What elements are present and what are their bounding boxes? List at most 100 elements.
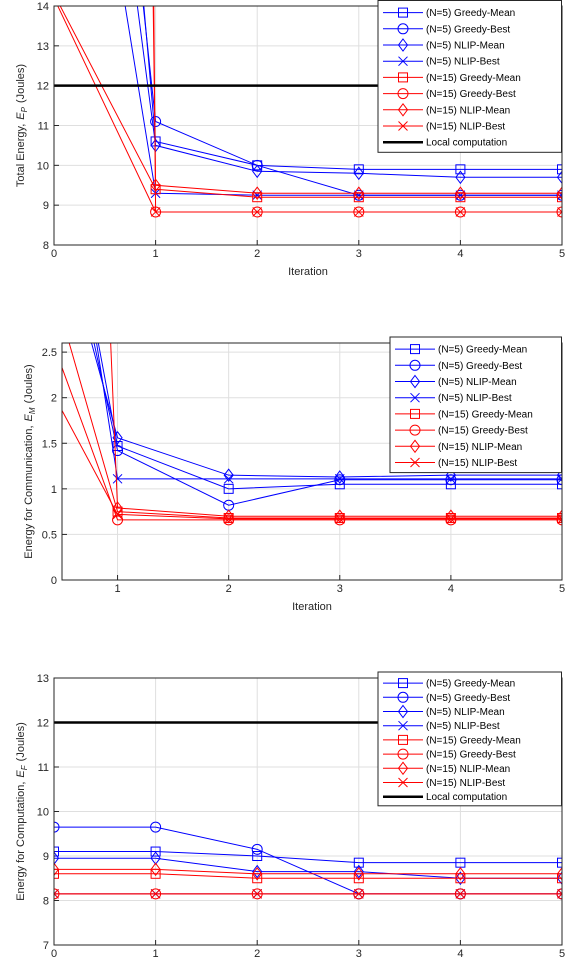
marker: [557, 473, 562, 484]
y-axis-label-symbol: E: [23, 413, 35, 421]
legend-label: (N=15) NLIP-Mean: [426, 105, 510, 116]
marker: [455, 866, 466, 881]
axes-box: [53, 677, 563, 946]
marker: [455, 888, 466, 899]
marker: [334, 470, 345, 484]
y-tick-label: 12: [37, 718, 49, 730]
legend: (N=5) Greedy-Mean (N=5) Greedy-Best (N=5) …: [389, 336, 562, 474]
legend-label: (N=15) NLIP-Mean: [426, 764, 510, 775]
marker: [557, 207, 562, 217]
marker: [252, 864, 263, 879]
marker: [455, 170, 466, 185]
series-line: [54, 851, 562, 864]
marker: [54, 862, 60, 877]
legend-marker: [397, 748, 409, 760]
y-tick-label: 8: [43, 896, 49, 908]
legend-marker: [398, 72, 408, 83]
legend-marker: [397, 761, 409, 776]
legend-label: (N=5) NLIP-Mean: [426, 41, 505, 52]
legend-marker: [398, 777, 408, 788]
marker: [252, 192, 263, 203]
marker: [223, 468, 234, 483]
marker: [334, 514, 345, 524]
marker: [556, 170, 562, 185]
x-axis-label: Iteration: [292, 601, 332, 613]
x-tick-label: 5: [559, 583, 565, 595]
marker: [556, 474, 562, 486]
legend: (N=5) Greedy-Mean (N=5) Greedy-Best (N=5) …: [377, 0, 562, 153]
marker: [353, 888, 364, 899]
marker: [150, 846, 161, 857]
legend-marker: [397, 102, 409, 117]
marker: [2, 302, 11, 311]
marker: [2, 120, 11, 129]
marker: [334, 514, 346, 526]
marker: [150, 136, 161, 147]
marker: [556, 186, 562, 201]
marker: [557, 192, 562, 203]
y-axis-label-symbol: E: [15, 112, 27, 120]
y-tick-label: 10: [37, 807, 49, 819]
y-axis-label-text: Energy for Computation,: [15, 782, 27, 901]
marker: [252, 164, 263, 179]
x-tick-label: 3: [356, 248, 362, 260]
marker: [252, 207, 263, 217]
y-tick-label: 9: [43, 200, 49, 212]
marker: [445, 509, 457, 524]
legend-label: (N=5) Greedy-Best: [426, 693, 510, 704]
legend-label: (N=15) NLIP-Mean: [438, 442, 522, 453]
marker: [353, 192, 364, 203]
marker: [223, 483, 234, 494]
marker: [556, 866, 562, 881]
marker: [112, 509, 123, 520]
y-axis-label-text: Total Energy,: [15, 124, 27, 187]
marker: [556, 509, 562, 524]
marker: [557, 888, 562, 899]
legend-marker: [398, 678, 408, 689]
y-tick-label: 14: [37, 1, 49, 13]
marker: [150, 178, 161, 193]
y-tick-label: 1.5: [42, 438, 57, 450]
marker: [556, 468, 562, 483]
marker: [334, 474, 346, 486]
marker: [353, 866, 364, 881]
marker: [557, 514, 562, 524]
y-axis-label: Energy for Computation, EF (Joules): [15, 722, 29, 901]
legend-label: (N=15) Greedy-Mean: [426, 73, 521, 84]
marker: [223, 514, 234, 524]
legend-label: (N=5) NLIP-Best: [426, 721, 500, 732]
legend-marker: [409, 424, 421, 436]
legend-marker: [397, 23, 409, 35]
marker: [353, 186, 364, 201]
x-axis-label: Iteration: [288, 266, 328, 278]
marker: [50, 0, 59, 3]
series-line: [57, 6, 562, 213]
marker: [353, 166, 364, 181]
legend-label: (N=15) NLIP-Best: [426, 122, 505, 133]
y-tick-label: 2: [51, 393, 57, 405]
y-tick-label: 10: [37, 160, 49, 172]
marker: [150, 851, 161, 866]
legend-label: (N=5) Greedy-Mean: [426, 8, 515, 19]
y-tick-label: 7: [43, 940, 49, 952]
marker: [556, 514, 562, 526]
series-line: [91, 343, 562, 478]
marker: [252, 851, 263, 861]
plot-lines: [50, 0, 562, 218]
x-tick-label: 2: [226, 583, 232, 595]
x-tick-label: 2: [254, 248, 260, 260]
marker: [150, 821, 162, 833]
legend-marker: [398, 56, 408, 67]
legend-label: (N=15) Greedy-Mean: [438, 409, 533, 420]
marker: [557, 873, 562, 884]
plot-lines: [2, 120, 562, 526]
y-axis-label-symbol: E: [15, 770, 27, 778]
y-axis-label-unit: (Joules): [15, 64, 27, 103]
marker: [150, 888, 161, 899]
plot-lines: [54, 721, 562, 900]
x-tick-label: 0: [51, 248, 57, 260]
x-tick-label: 5: [559, 248, 565, 260]
legend-label: (N=15) Greedy-Best: [426, 750, 516, 761]
